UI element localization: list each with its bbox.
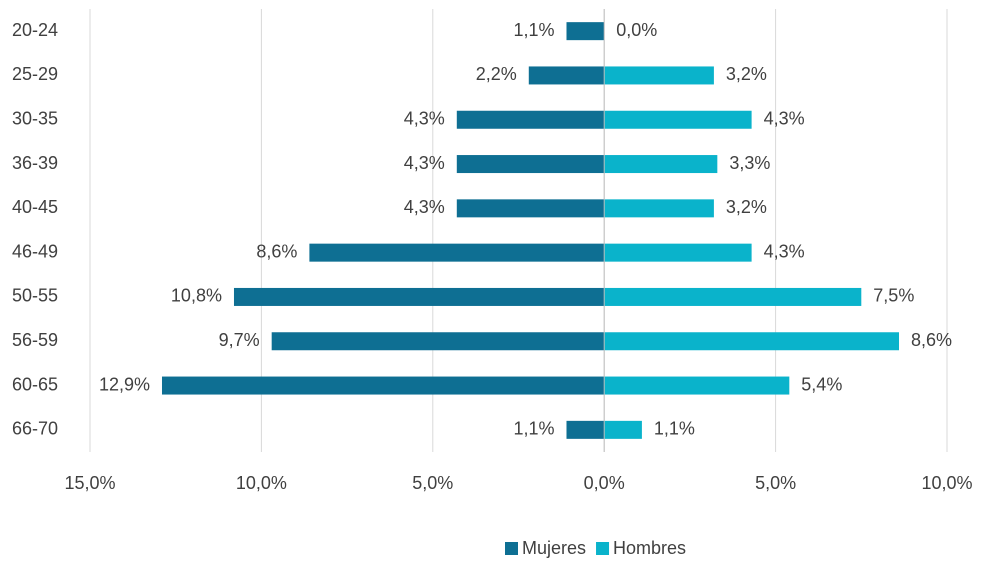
data-label: 5,4%	[801, 374, 842, 394]
data-label: 3,3%	[729, 153, 770, 173]
data-label: 12,9%	[99, 374, 150, 394]
bar	[604, 287, 862, 306]
bar	[604, 66, 714, 85]
data-label: 4,3%	[764, 109, 805, 129]
data-label: 0,0%	[616, 20, 657, 40]
data-label: 1,1%	[513, 419, 554, 439]
legend-swatch	[596, 542, 610, 555]
bar	[566, 420, 605, 439]
data-label: 1,1%	[654, 419, 695, 439]
data-label: 3,2%	[726, 64, 767, 84]
y-tick-label: 30-35	[12, 109, 58, 129]
data-label: 8,6%	[256, 241, 297, 261]
data-label: 1,1%	[513, 20, 554, 40]
bar	[566, 22, 605, 41]
legend-label: Hombres	[613, 538, 686, 558]
data-label: 4,3%	[404, 109, 445, 129]
data-label: 4,3%	[764, 241, 805, 261]
data-label: 10,8%	[171, 286, 222, 306]
y-tick-label: 25-29	[12, 64, 58, 84]
bar	[271, 332, 605, 351]
x-tick-label: 5,0%	[755, 473, 796, 493]
bar	[604, 110, 752, 129]
bar	[604, 243, 752, 262]
data-label: 4,3%	[404, 197, 445, 217]
x-tick-label: 10,0%	[236, 473, 287, 493]
bar	[233, 287, 605, 306]
x-tick-label: 15,0%	[64, 473, 115, 493]
bar	[604, 376, 790, 395]
bar	[604, 420, 642, 439]
y-tick-label: 36-39	[12, 153, 58, 173]
data-label: 2,2%	[476, 64, 517, 84]
data-label: 9,7%	[219, 330, 260, 350]
bar	[604, 199, 714, 218]
y-tick-label: 40-45	[12, 197, 58, 217]
bar	[528, 66, 605, 85]
bar	[456, 110, 605, 129]
x-tick-label: 10,0%	[921, 473, 972, 493]
data-label: 4,3%	[404, 153, 445, 173]
data-label: 8,6%	[911, 330, 952, 350]
bar	[604, 155, 718, 174]
legend-swatch	[505, 542, 518, 555]
x-tick-label: 5,0%	[412, 473, 453, 493]
y-tick-label: 20-24	[12, 20, 58, 40]
y-tick-label: 46-49	[12, 241, 58, 261]
y-tick-label: 56-59	[12, 330, 58, 350]
data-label: 3,2%	[726, 197, 767, 217]
x-tick-label: 0,0%	[584, 473, 625, 493]
bar	[456, 155, 605, 174]
bar	[456, 199, 605, 218]
data-label: 7,5%	[873, 286, 914, 306]
legend-label: Mujeres	[522, 538, 586, 558]
bar	[161, 376, 605, 395]
y-tick-label: 66-70	[12, 419, 58, 439]
bar	[309, 243, 605, 262]
y-tick-label: 60-65	[12, 374, 58, 394]
bar	[604, 332, 900, 351]
y-tick-label: 50-55	[12, 286, 58, 306]
